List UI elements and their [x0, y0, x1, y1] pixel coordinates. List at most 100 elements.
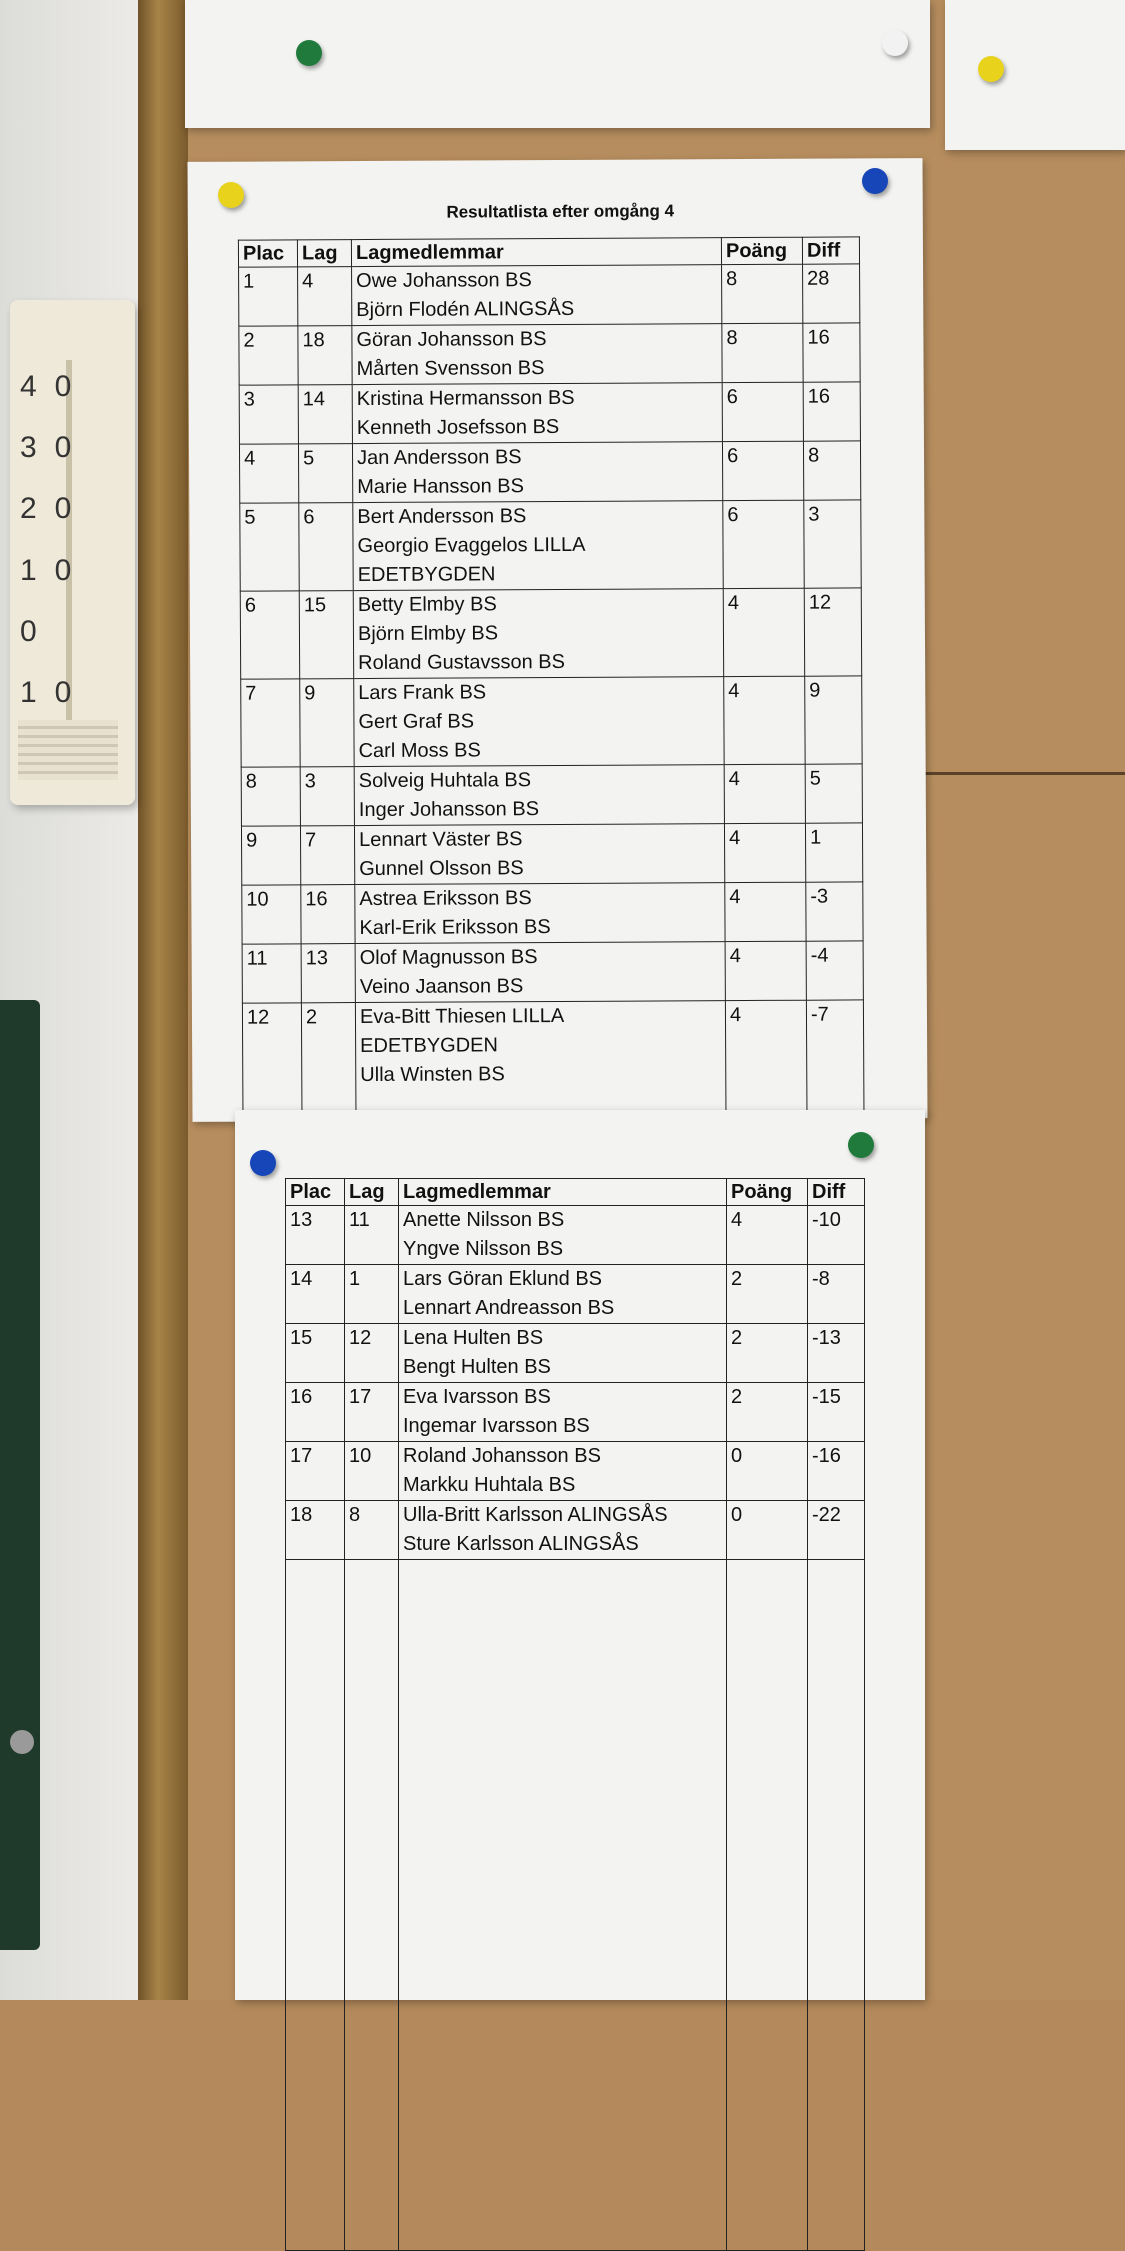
members-cell: Eva-Bitt Thiesen LILLA EDETBYGDEN Ulla Win…: [355, 1000, 727, 1120]
header-diff: Diff: [807, 1178, 865, 1206]
member-name: Betty Elmby BS: [357, 593, 497, 617]
placement-cell: 18: [285, 1500, 345, 1560]
diff-cell: 12: [804, 587, 862, 677]
team-cell: 4: [297, 266, 352, 326]
members-cell: Lars Göran Eklund BS Lennart Andreasson B…: [398, 1264, 727, 1324]
members-cell: Bert Andersson BS Georgio Evaggelos LILLA…: [352, 500, 724, 591]
member-name: Eva Ivarsson BS: [403, 1386, 551, 1408]
members-cell: Solveig Huhtala BS Inger Johansson BS: [354, 764, 725, 826]
points-cell: 4: [726, 1205, 808, 1265]
header-plac: Plac: [238, 239, 298, 268]
members-cell: Roland Johansson BS Markku Huhtala BS: [398, 1441, 727, 1501]
team-cell: 2: [301, 1002, 357, 1120]
team-cell: 18: [297, 325, 353, 385]
diff-cell: -3: [805, 881, 864, 942]
members-cell: Eva Ivarsson BS Ingemar Ivarsson BS: [398, 1382, 727, 1442]
diff-cell: 1: [805, 822, 863, 883]
diff-cell: -8: [807, 1264, 865, 1324]
diff-cell: -16: [807, 1441, 865, 1501]
points-cell: 4: [723, 676, 806, 765]
placement-cell: 7: [240, 678, 301, 768]
placement-cell: 1: [238, 266, 298, 327]
placement-cell: 14: [285, 1264, 345, 1324]
team-cell: 3: [300, 766, 355, 826]
team-cell: 5: [298, 443, 353, 503]
member-name: Lars Göran Eklund BS: [403, 1268, 602, 1290]
members-cell: Anette Nilsson BS Yngve Nilsson BS: [398, 1205, 727, 1265]
diff-cell: -7: [806, 999, 865, 1118]
member-name: EDETBYGDEN: [357, 563, 496, 587]
member-name: Kristina Hermansson BS: [356, 386, 575, 411]
points-cell: 8: [721, 264, 803, 324]
placement-cell: 11: [242, 943, 302, 1004]
member-name: EDETBYGDEN: [360, 1034, 498, 1058]
empty-cell: [807, 1559, 865, 2251]
member-name: Bert Andersson BS: [357, 505, 527, 529]
table-row: 5 6 Bert Andersson BS Georgio Evaggelos LIL…: [239, 499, 862, 592]
table-row: 13 11 Anette Nilsson BS Yngve Nilsson BS 4 -1…: [285, 1205, 865, 1265]
table-row: 18 8 Ulla-Britt Karlsson ALINGSÅS Sture Kar…: [285, 1500, 865, 1560]
sheet-title: Resultatlista efter omgång 4: [446, 201, 675, 222]
table-row: 14 1 Lars Göran Eklund BS Lennart Andreasso…: [285, 1264, 865, 1324]
member-name: Gunnel Olsson BS: [359, 857, 524, 881]
thermometer-base: [18, 720, 118, 780]
table-row: 16 17 Eva Ivarsson BS Ingemar Ivarsson BS 2-…: [285, 1382, 865, 1442]
member-name: Björn Elmby BS: [357, 622, 499, 646]
team-cell: 6: [298, 502, 354, 591]
placement-cell: 4: [239, 443, 299, 504]
team-cell: 10: [344, 1441, 399, 1501]
member-name: Solveig Huhtala BS: [358, 769, 532, 793]
thermometer-scale: 40 30 20 10 0 10: [20, 370, 120, 710]
diff-cell: -22: [807, 1500, 865, 1560]
points-cell: 6: [722, 441, 804, 501]
member-name: Sture Karlsson ALINGSÅS: [403, 1533, 639, 1555]
thermometer: 40 30 20 10 0 10: [10, 300, 135, 805]
diff-cell: 3: [803, 499, 862, 589]
points-cell: 0: [726, 1441, 808, 1501]
empty-cell: [726, 1559, 808, 2251]
points-cell: 4: [723, 588, 805, 677]
members-cell: Kristina Hermansson BS Kenneth Josefsson …: [352, 382, 723, 444]
blue-pin-icon: [250, 1150, 276, 1176]
top-paper: [185, 0, 930, 128]
members-cell: Lars Frank BS Gert Graf BS Carl Moss BS: [353, 676, 725, 767]
team-cell: 8: [344, 1500, 399, 1560]
member-name: Owe Johansson BS: [356, 269, 532, 293]
header-lag: Lag: [297, 239, 352, 267]
member-name: Roland Johansson BS: [403, 1445, 601, 1467]
white-pin-icon: [882, 30, 908, 56]
diff-cell: 28: [802, 263, 860, 324]
team-cell: 9: [299, 678, 355, 767]
diff-cell: -10: [807, 1205, 865, 1265]
table-row: 12 2 Eva-Bitt Thiesen LILLA EDETBYGDEN Ulla …: [242, 999, 865, 1121]
points-cell: 6: [722, 382, 804, 442]
table-row: 17 10 Roland Johansson BS Markku Huhtala BS…: [285, 1441, 865, 1501]
member-name: Karl-Erik Eriksson BS: [359, 916, 551, 940]
member-name: Ulla-Britt Karlsson ALINGSÅS: [403, 1504, 668, 1526]
diff-cell: 16: [802, 322, 861, 383]
placement-cell: 2: [238, 325, 299, 386]
member-name: Kenneth Josefsson BS: [356, 415, 560, 440]
member-name: Lars Frank BS: [358, 681, 487, 705]
results-table-1: Plac Lag Lagmedlemmar Poäng Diff 1 4 Owe J…: [238, 236, 865, 1121]
scale-label: 40: [20, 370, 90, 403]
points-cell: 2: [726, 1264, 808, 1324]
member-name: Göran Johansson BS: [356, 328, 547, 352]
team-cell: 15: [299, 590, 354, 679]
diff-cell: -15: [807, 1382, 865, 1442]
diff-cell: 5: [805, 763, 863, 824]
green-board-edge: [0, 1000, 40, 1950]
header-points: Poäng: [726, 1178, 808, 1206]
members-cell: Göran Johansson BS Mårten Svensson BS: [351, 323, 723, 385]
board-frame: [138, 0, 188, 2000]
table-row: 7 9 Lars Frank BS Gert Graf BS Carl Moss BS 4…: [240, 675, 863, 768]
top-right-paper: [945, 0, 1125, 150]
yellow-pin-icon: [978, 56, 1004, 82]
member-name: Inger Johansson BS: [358, 798, 540, 822]
diff-cell: 8: [803, 440, 861, 501]
member-name: Björn Flodén ALINGSÅS: [356, 297, 575, 322]
table-row: 10 16 Astrea Eriksson BS Karl-Erik Eriksson…: [241, 881, 864, 945]
empty-cell: [398, 1559, 727, 2251]
header-points: Poäng: [721, 237, 803, 265]
member-name: Yngve Nilsson BS: [403, 1238, 564, 1260]
